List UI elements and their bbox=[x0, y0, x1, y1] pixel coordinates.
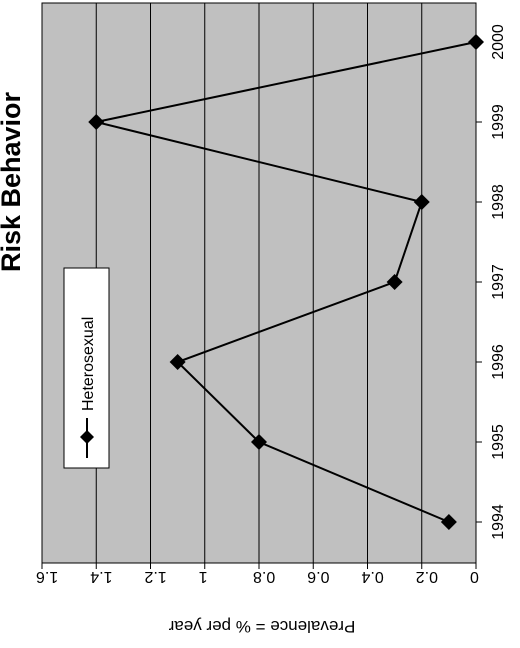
data-point-marker bbox=[169, 354, 186, 370]
data-point-marker bbox=[468, 34, 484, 50]
y-axis-label: Prevalence = % per year bbox=[168, 617, 355, 636]
data-point-marker bbox=[413, 194, 430, 210]
chart-title: Risk Behavior bbox=[0, 91, 26, 272]
data-point-marker bbox=[386, 274, 403, 290]
year-tick-label: 1995 bbox=[490, 424, 507, 460]
legend: Heterosexual bbox=[63, 267, 110, 469]
gridlines bbox=[95, 3, 423, 563]
year-tick-label: 1998 bbox=[490, 184, 507, 220]
value-tick-label: 0 bbox=[470, 568, 479, 585]
data-point-marker bbox=[88, 114, 105, 130]
value-tick-label: 1.6 bbox=[36, 568, 58, 585]
legend-marker bbox=[80, 430, 94, 444]
year-tick-label: 2000 bbox=[490, 24, 507, 60]
legend-label: Heterosexual bbox=[80, 317, 97, 411]
year-tick-label: 1996 bbox=[490, 344, 507, 380]
value-axis-ticks: 1.6 1.4 1.2 1 0.8 0.6 0.4 0.2 0 bbox=[36, 563, 479, 585]
data-point-marker bbox=[440, 514, 457, 530]
year-axis-ticks: 1994 1995 1996 1997 1998 1999 2000 bbox=[476, 24, 507, 540]
value-tick-label: 1 bbox=[199, 568, 208, 585]
value-tick-label: 1.2 bbox=[144, 568, 166, 585]
value-tick-label: 0.6 bbox=[307, 568, 329, 585]
value-tick-label: 0.2 bbox=[416, 568, 438, 585]
year-tick-label: 1997 bbox=[490, 264, 507, 300]
data-point-marker bbox=[251, 434, 267, 450]
year-tick-label: 1994 bbox=[490, 504, 507, 540]
year-tick-label: 1999 bbox=[490, 104, 507, 140]
series-markers bbox=[88, 34, 484, 530]
value-tick-label: 0.4 bbox=[361, 568, 383, 585]
value-tick-label: 0.8 bbox=[253, 568, 275, 585]
value-tick-label: 1.4 bbox=[90, 568, 112, 585]
